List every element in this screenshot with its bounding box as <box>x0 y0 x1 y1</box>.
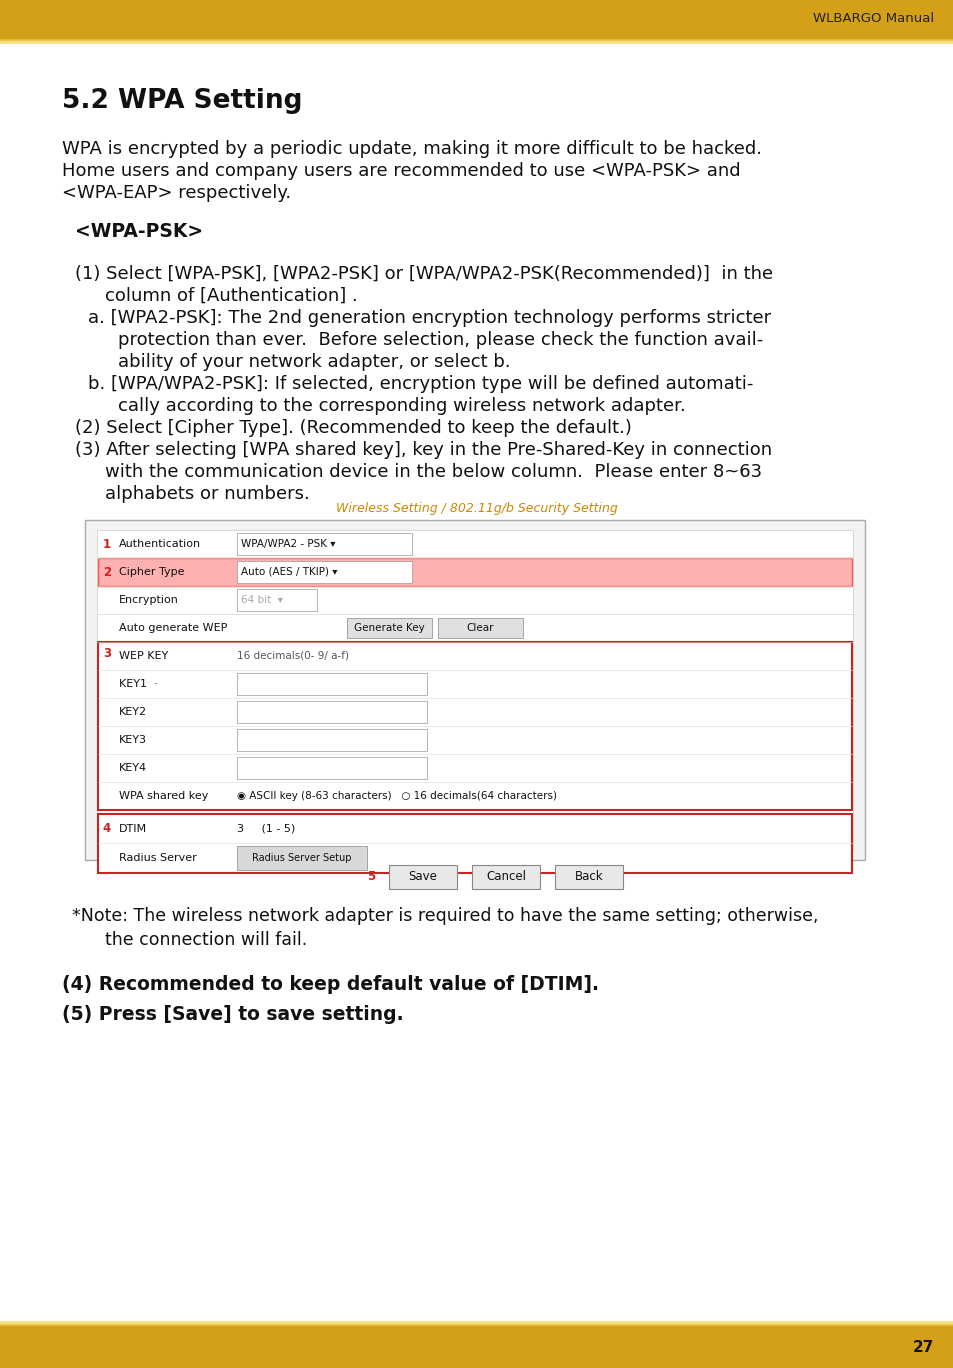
Text: Cancel: Cancel <box>485 870 525 884</box>
Text: <WPA-PSK>: <WPA-PSK> <box>75 222 203 241</box>
Text: b. [WPA/WPA2-PSK]: If selected, encryption type will be defined automati-: b. [WPA/WPA2-PSK]: If selected, encrypti… <box>88 375 753 393</box>
Text: Clear: Clear <box>466 622 494 633</box>
Text: ability of your network adapter, or select b.: ability of your network adapter, or sele… <box>118 353 510 371</box>
Text: the connection will fail.: the connection will fail. <box>105 932 307 949</box>
Text: (1) Select [WPA-PSK], [WPA2-PSK] or [WPA/WPA2-PSK(Recommended)]  in the: (1) Select [WPA-PSK], [WPA2-PSK] or [WPA… <box>75 265 772 283</box>
Text: Cipher Type: Cipher Type <box>119 566 184 577</box>
Bar <box>98 558 851 586</box>
Text: Wireless Setting / 802.11g/b Security Setting: Wireless Setting / 802.11g/b Security Se… <box>335 502 618 514</box>
Text: Home users and company users are recommended to use <WPA-PSK> and: Home users and company users are recomme… <box>62 161 740 181</box>
Bar <box>236 534 412 555</box>
Text: Auto (AES / TKIP) ▾: Auto (AES / TKIP) ▾ <box>241 566 337 577</box>
Text: KEY1  ·: KEY1 · <box>119 679 157 689</box>
Text: WPA shared key: WPA shared key <box>119 791 208 802</box>
Bar <box>236 757 427 778</box>
Bar <box>98 642 851 810</box>
Text: Radius Server: Radius Server <box>119 854 196 863</box>
Text: (5) Press [Save] to save setting.: (5) Press [Save] to save setting. <box>62 1005 403 1025</box>
Text: WPA/WPA2 - PSK ▾: WPA/WPA2 - PSK ▾ <box>241 539 335 549</box>
Text: Back: Back <box>574 870 602 884</box>
Bar <box>236 561 412 583</box>
Bar <box>98 814 851 873</box>
Bar <box>97 529 852 850</box>
Text: a. [WPA2-PSK]: The 2nd generation encryption technology performs stricter: a. [WPA2-PSK]: The 2nd generation encryp… <box>88 309 770 327</box>
Text: Save: Save <box>408 870 437 884</box>
Text: KEY3: KEY3 <box>119 735 147 746</box>
Bar <box>0 1326 953 1368</box>
Text: <WPA-EAP> respectively.: <WPA-EAP> respectively. <box>62 185 291 202</box>
Text: 3     (1 - 5): 3 (1 - 5) <box>236 824 294 833</box>
Bar <box>0 44 953 47</box>
Bar <box>0 41 953 44</box>
Text: protection than ever.  Before selection, please check the function avail-: protection than ever. Before selection, … <box>118 331 762 349</box>
Bar <box>85 520 864 860</box>
Text: Encryption: Encryption <box>119 595 179 605</box>
Bar <box>236 729 427 751</box>
Text: cally according to the corresponding wireless network adapter.: cally according to the corresponding wir… <box>118 397 685 415</box>
Bar <box>236 590 316 611</box>
Text: WPA is encrypted by a periodic update, making it more difficult to be hacked.: WPA is encrypted by a periodic update, m… <box>62 140 761 157</box>
Bar <box>0 0 953 38</box>
Text: 1: 1 <box>103 538 111 550</box>
Bar <box>0 1317 953 1320</box>
Text: Auto generate WEP: Auto generate WEP <box>119 622 227 633</box>
Text: (2) Select [Cipher Type]. (Recommended to keep the default.): (2) Select [Cipher Type]. (Recommended t… <box>75 419 631 436</box>
Bar <box>472 865 539 889</box>
Bar <box>0 38 953 41</box>
Bar <box>0 1320 953 1323</box>
Text: alphabets or numbers.: alphabets or numbers. <box>105 486 310 503</box>
Text: Generate Key: Generate Key <box>354 622 424 633</box>
Text: KEY4: KEY4 <box>119 763 147 773</box>
Text: 64 bit  ▾: 64 bit ▾ <box>241 595 283 605</box>
Text: 5: 5 <box>367 870 375 884</box>
Text: 3: 3 <box>103 647 111 659</box>
Bar <box>555 865 622 889</box>
Text: WEP KEY: WEP KEY <box>119 651 168 661</box>
Text: WLBARGO Manual: WLBARGO Manual <box>812 12 933 26</box>
Text: (4) Recommended to keep default value of [DTIM].: (4) Recommended to keep default value of… <box>62 975 598 995</box>
Text: 16 decimals(0- 9/ a-f): 16 decimals(0- 9/ a-f) <box>236 651 349 661</box>
Bar <box>236 847 367 870</box>
Bar <box>389 865 456 889</box>
Text: DTIM: DTIM <box>119 824 147 833</box>
Text: Radius Server Setup: Radius Server Setup <box>252 854 352 863</box>
Text: column of [Authentication] .: column of [Authentication] . <box>105 287 357 305</box>
Text: ◉ ASCII key (8-63 characters)   ○ 16 decimals(64 characters): ◉ ASCII key (8-63 characters) ○ 16 decim… <box>236 791 557 802</box>
Text: (3) After selecting [WPA shared key], key in the Pre-Shared-Key in connection: (3) After selecting [WPA shared key], ke… <box>75 440 771 460</box>
Text: KEY2: KEY2 <box>119 707 147 717</box>
Bar <box>236 673 427 695</box>
Bar <box>347 618 432 637</box>
Text: *Note: The wireless network adapter is required to have the same setting; otherw: *Note: The wireless network adapter is r… <box>71 907 818 925</box>
Text: 27: 27 <box>912 1339 933 1354</box>
Bar <box>437 618 522 637</box>
Text: Authentication: Authentication <box>119 539 201 549</box>
Text: with the communication device in the below column.  Please enter 8~63: with the communication device in the bel… <box>105 462 761 482</box>
Text: 2: 2 <box>103 565 111 579</box>
Bar <box>236 700 427 724</box>
Text: 5.2 WPA Setting: 5.2 WPA Setting <box>62 88 302 114</box>
Text: 4: 4 <box>103 822 111 834</box>
Bar <box>0 1323 953 1326</box>
